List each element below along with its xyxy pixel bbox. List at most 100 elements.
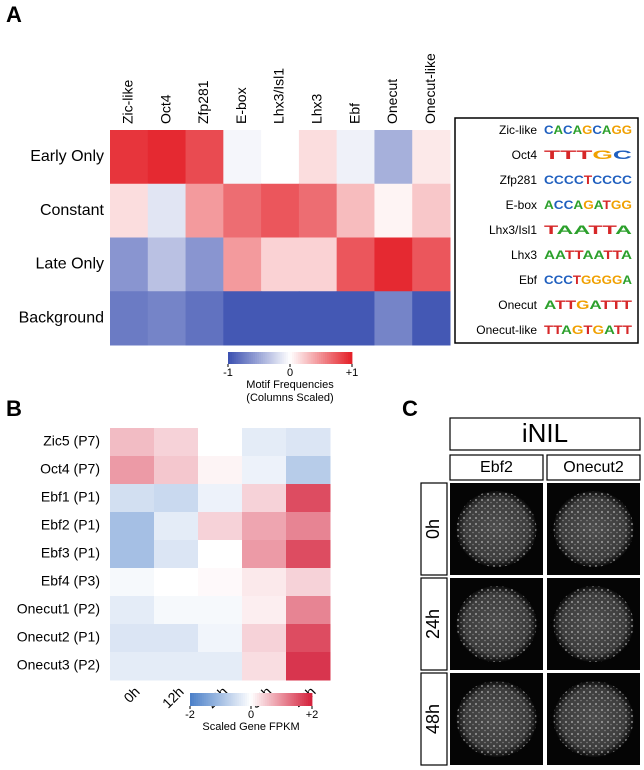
heatmap-cell xyxy=(110,540,155,569)
row-label: Onecut2 (P1) xyxy=(17,629,100,645)
column-label: Ebf xyxy=(346,103,362,124)
colorbar-step xyxy=(228,352,231,364)
colorbar-step xyxy=(303,693,307,706)
heatmap-cell xyxy=(336,237,375,292)
heatmap-cell xyxy=(374,291,413,346)
heatmap-cell xyxy=(147,291,187,346)
heatmap-cell xyxy=(110,512,155,541)
colorbar-tick-label: -1 xyxy=(223,367,233,379)
microscopy-title: iNIL xyxy=(522,418,568,448)
colorbar-step xyxy=(190,693,193,706)
heatmap-cell xyxy=(286,484,331,513)
row-label: 24h xyxy=(423,609,443,639)
colorbar-step xyxy=(337,352,340,364)
colorbar-step xyxy=(226,693,230,706)
colorbar-step xyxy=(275,693,278,706)
colorbar-step xyxy=(257,693,260,706)
heatmap-cell xyxy=(286,428,331,457)
heatmap-cell xyxy=(242,484,287,513)
heatmap-cell xyxy=(286,652,331,681)
colorbar-step xyxy=(277,352,281,364)
colorbar-step xyxy=(281,352,285,364)
colorbar-step xyxy=(255,693,258,706)
colorbar-step xyxy=(307,693,311,706)
heatmap-cell xyxy=(110,183,149,238)
colorbar-step xyxy=(327,352,330,364)
colorbar-step xyxy=(285,352,289,364)
colorbar-step xyxy=(192,693,195,706)
colorbar-step xyxy=(216,693,219,706)
heatmap-cell xyxy=(374,237,413,292)
colorbar-step xyxy=(230,693,234,706)
row-label: Zic5 (P7) xyxy=(43,433,100,449)
heatmap-cell xyxy=(147,130,187,185)
heatmap-cell xyxy=(298,183,338,238)
colorbar-step xyxy=(312,352,316,364)
heatmap-cell xyxy=(198,540,243,569)
row-label: Ebf2 (P1) xyxy=(41,517,100,533)
column-label: Onecut-like xyxy=(422,53,438,124)
heatmap-cell xyxy=(198,456,243,485)
colorbar-step xyxy=(236,693,240,706)
colorbar-step xyxy=(339,352,343,364)
colorbar-step xyxy=(305,693,309,706)
column-label: Onecut2 xyxy=(563,459,624,476)
colorbar-step xyxy=(335,352,338,364)
motif-name: Zic-like xyxy=(499,123,537,137)
heatmap-cell xyxy=(198,512,243,541)
heatmap-cell xyxy=(198,568,243,597)
colorbar-tick-label: 0 xyxy=(287,367,293,379)
colorbar-step xyxy=(256,352,260,364)
colorbar-step xyxy=(265,693,268,706)
row-label: 48h xyxy=(423,704,443,734)
heatmap-cell xyxy=(286,568,331,597)
colorbar-step xyxy=(283,352,287,364)
heatmap-cell xyxy=(223,183,262,238)
colorbar-step xyxy=(236,352,239,364)
colorbar-step xyxy=(259,693,262,706)
heatmap-cell xyxy=(336,130,375,185)
column-label: Ebf2 xyxy=(480,459,513,476)
colorbar-step xyxy=(252,352,256,364)
colorbar-step xyxy=(242,352,245,364)
colorbar-step xyxy=(329,352,332,364)
heatmap-cell xyxy=(154,428,199,457)
cell-speckle xyxy=(456,681,537,757)
heatmap-cell xyxy=(110,484,155,513)
title-box xyxy=(449,417,641,451)
heatmap-cell xyxy=(242,540,287,569)
heatmap-cell xyxy=(110,568,155,597)
heatmap-cell xyxy=(198,428,243,457)
colorbar-step xyxy=(238,693,242,706)
row-label: Late Only xyxy=(36,256,104,273)
motif-name: Lhx3 xyxy=(511,248,537,262)
motif-name: Zfp281 xyxy=(500,173,538,187)
heatmap-cell xyxy=(374,183,413,238)
colorbar-step xyxy=(287,352,291,364)
row-label: Ebf1 (P1) xyxy=(41,489,100,505)
heatmap-cell xyxy=(298,291,338,346)
motif-name: Ebf xyxy=(519,273,538,287)
heatmap-cell xyxy=(185,237,224,292)
column-label: Oct4 xyxy=(157,94,173,124)
colorbar-step xyxy=(220,693,223,706)
heatmap-cell xyxy=(412,183,451,238)
colorbar-step xyxy=(295,693,299,706)
colorbar-step xyxy=(267,352,270,364)
colorbar-step xyxy=(275,352,278,364)
colorbar-step xyxy=(290,352,293,364)
colorbar-label: Scaled Gene FPKM xyxy=(202,721,299,733)
heatmap-cell xyxy=(154,512,199,541)
colorbar-tick-label: -2 xyxy=(185,709,195,721)
colorbar-step xyxy=(296,352,299,364)
colorbar-step xyxy=(279,693,282,706)
heatmap-cell xyxy=(147,183,187,238)
colorbar-label: Motif Frequencies xyxy=(246,379,334,391)
heatmap-cell xyxy=(286,540,331,569)
colorbar-step xyxy=(299,693,303,706)
colorbar-step xyxy=(273,352,276,364)
row-label: Background xyxy=(19,309,104,326)
row-label: Ebf3 (P1) xyxy=(41,545,100,561)
colorbar-step xyxy=(263,693,266,706)
heatmap-cell xyxy=(198,596,243,625)
